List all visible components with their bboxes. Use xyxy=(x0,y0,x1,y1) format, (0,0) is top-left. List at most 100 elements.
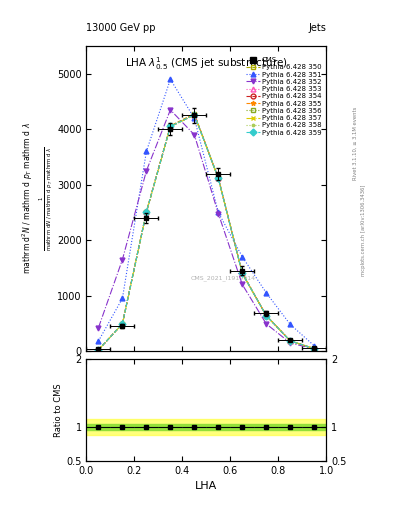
Pythia 6.428 355 xyxy=(240,270,245,276)
Pythia 6.428 354 xyxy=(216,175,221,181)
Pythia 6.428 352 xyxy=(120,257,125,263)
Pythia 6.428 354 xyxy=(144,209,149,215)
Text: CMS_2021_I1919914: CMS_2021_I1919914 xyxy=(191,275,256,281)
Pythia 6.428 357 xyxy=(264,313,269,319)
Pythia 6.428 359 xyxy=(144,209,149,215)
Pythia 6.428 353 xyxy=(312,346,317,352)
Pythia 6.428 358 xyxy=(192,112,197,118)
Pythia 6.428 357 xyxy=(288,338,292,344)
Pythia 6.428 359 xyxy=(288,338,292,344)
Pythia 6.428 355 xyxy=(144,208,149,215)
Pythia 6.428 350 xyxy=(96,347,101,353)
Pythia 6.428 353 xyxy=(240,270,245,276)
Pythia 6.428 359 xyxy=(240,270,245,276)
Pythia 6.428 351 xyxy=(144,148,149,155)
Pythia 6.428 353 xyxy=(216,175,221,181)
Pythia 6.428 353 xyxy=(120,321,125,327)
Line: Pythia 6.428 350: Pythia 6.428 350 xyxy=(96,111,317,352)
Pythia 6.428 352 xyxy=(192,132,197,138)
Pythia 6.428 351 xyxy=(288,322,292,328)
Pythia 6.428 357 xyxy=(144,209,149,216)
Pythia 6.428 358 xyxy=(144,209,149,215)
Line: Pythia 6.428 359: Pythia 6.428 359 xyxy=(96,113,317,352)
Pythia 6.428 359 xyxy=(120,321,125,327)
X-axis label: LHA: LHA xyxy=(195,481,217,491)
Pythia 6.428 354 xyxy=(192,112,197,118)
Pythia 6.428 358 xyxy=(120,321,125,327)
Pythia 6.428 350 xyxy=(216,175,221,181)
Pythia 6.428 354 xyxy=(168,123,173,130)
Pythia 6.428 350 xyxy=(264,312,269,318)
Pythia 6.428 350 xyxy=(192,111,197,117)
Pythia 6.428 353 xyxy=(168,123,173,129)
Text: LHA $\lambda^{1}_{0.5}$ (CMS jet substructure): LHA $\lambda^{1}_{0.5}$ (CMS jet substru… xyxy=(125,55,288,72)
Pythia 6.428 355 xyxy=(192,111,197,117)
Pythia 6.428 354 xyxy=(120,321,125,327)
Pythia 6.428 351 xyxy=(216,209,221,216)
Pythia 6.428 356 xyxy=(240,270,245,276)
Pythia 6.428 351 xyxy=(120,295,125,302)
Pythia 6.428 350 xyxy=(144,209,149,216)
Pythia 6.428 359 xyxy=(216,175,221,181)
Pythia 6.428 352 xyxy=(144,168,149,174)
Pythia 6.428 354 xyxy=(312,346,317,352)
Pythia 6.428 351 xyxy=(312,343,317,349)
Pythia 6.428 358 xyxy=(288,338,292,344)
Pythia 6.428 358 xyxy=(312,346,317,352)
Pythia 6.428 358 xyxy=(216,175,221,181)
Pythia 6.428 356 xyxy=(264,312,269,318)
Pythia 6.428 351 xyxy=(264,290,269,296)
Line: Pythia 6.428 357: Pythia 6.428 357 xyxy=(96,113,317,352)
Pythia 6.428 353 xyxy=(144,209,149,215)
Pythia 6.428 353 xyxy=(192,112,197,118)
Pythia 6.428 356 xyxy=(96,347,101,353)
Pythia 6.428 350 xyxy=(288,338,292,344)
Pythia 6.428 357 xyxy=(96,347,101,353)
Pythia 6.428 357 xyxy=(192,112,197,118)
Pythia 6.428 355 xyxy=(216,175,221,181)
Pythia 6.428 351 xyxy=(168,76,173,82)
Pythia 6.428 356 xyxy=(312,346,317,352)
Legend: CMS, Pythia 6.428 350, Pythia 6.428 351, Pythia 6.428 352, Pythia 6.428 353, Pyt: CMS, Pythia 6.428 350, Pythia 6.428 351,… xyxy=(244,56,323,137)
Pythia 6.428 354 xyxy=(264,312,269,318)
Pythia 6.428 359 xyxy=(312,346,317,352)
Line: Pythia 6.428 358: Pythia 6.428 358 xyxy=(96,113,317,352)
Line: Pythia 6.428 355: Pythia 6.428 355 xyxy=(96,112,317,352)
Pythia 6.428 358 xyxy=(240,270,245,276)
Y-axis label: Ratio to CMS: Ratio to CMS xyxy=(55,383,63,437)
Text: 13000 GeV pp: 13000 GeV pp xyxy=(86,23,156,33)
Pythia 6.428 355 xyxy=(264,312,269,318)
Pythia 6.428 356 xyxy=(288,338,292,344)
Pythia 6.428 352 xyxy=(96,325,101,331)
Pythia 6.428 356 xyxy=(216,175,221,181)
Pythia 6.428 357 xyxy=(240,270,245,276)
Pythia 6.428 356 xyxy=(120,321,125,327)
Pythia 6.428 351 xyxy=(240,253,245,260)
Pythia 6.428 354 xyxy=(240,270,245,276)
Pythia 6.428 357 xyxy=(216,175,221,181)
Pythia 6.428 353 xyxy=(264,312,269,318)
Pythia 6.428 355 xyxy=(168,123,173,129)
Pythia 6.428 353 xyxy=(288,338,292,344)
Pythia 6.428 359 xyxy=(192,112,197,118)
Pythia 6.428 356 xyxy=(144,209,149,215)
Line: Pythia 6.428 356: Pythia 6.428 356 xyxy=(96,112,317,352)
Pythia 6.428 354 xyxy=(96,347,101,353)
Pythia 6.428 354 xyxy=(288,338,292,344)
Pythia 6.428 359 xyxy=(96,347,101,353)
Pythia 6.428 356 xyxy=(168,123,173,130)
Pythia 6.428 355 xyxy=(312,346,317,352)
Pythia 6.428 357 xyxy=(312,346,317,352)
Text: mcplots.cern.ch [arXiv:1306.3436]: mcplots.cern.ch [arXiv:1306.3436] xyxy=(361,185,366,276)
Pythia 6.428 352 xyxy=(288,340,292,346)
Line: Pythia 6.428 354: Pythia 6.428 354 xyxy=(96,113,317,352)
Pythia 6.428 352 xyxy=(264,321,269,327)
Pythia 6.428 350 xyxy=(120,321,125,327)
Pythia 6.428 352 xyxy=(312,346,317,352)
Pythia 6.428 351 xyxy=(192,115,197,121)
Bar xyxy=(86,419,326,435)
Pythia 6.428 357 xyxy=(120,321,125,327)
Pythia 6.428 358 xyxy=(96,347,101,353)
Pythia 6.428 356 xyxy=(192,112,197,118)
Pythia 6.428 359 xyxy=(264,312,269,318)
